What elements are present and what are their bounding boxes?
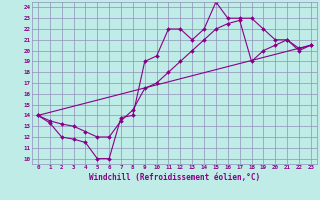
X-axis label: Windchill (Refroidissement éolien,°C): Windchill (Refroidissement éolien,°C) [89,173,260,182]
